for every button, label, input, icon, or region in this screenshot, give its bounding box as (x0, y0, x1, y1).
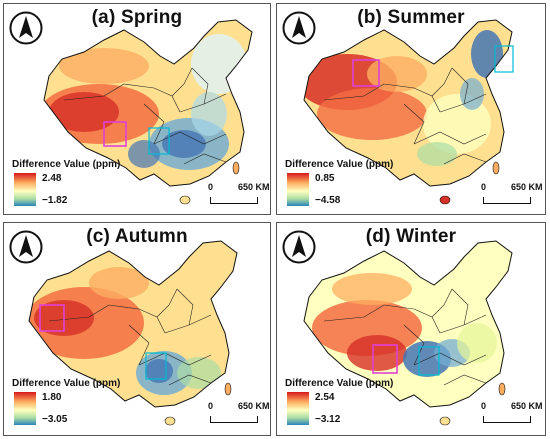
highlight-box (145, 352, 167, 380)
highlight-box (148, 127, 170, 155)
island (179, 195, 191, 205)
scale-end: 650 KM (511, 401, 543, 411)
legend-max: 0.85 (315, 173, 335, 184)
china-map (43, 19, 253, 205)
highlight-box (352, 59, 380, 87)
highlight-box (103, 121, 127, 147)
scale-start: 0 (481, 401, 487, 411)
scale-bar: 0 650 KM (481, 182, 545, 212)
scale-bar: 0 650 KM (481, 401, 545, 431)
color-ramp (14, 392, 36, 425)
legend-min: −1.82 (42, 195, 68, 206)
scale-bar-line (210, 197, 258, 204)
panel-title: (b) Summer (357, 7, 465, 28)
map-panel-autumn: (c) Autumn Difference Value (ppm) 1.80 −… (3, 222, 271, 436)
legend-title: Difference Value (ppm) (12, 378, 121, 389)
map-panel-summer: (b) Summer Difference Value (ppm) 0.85 −… (276, 3, 546, 215)
map-panel-winter: (d) Winter Difference Value (ppm) 2.54 −… (276, 222, 546, 436)
island (439, 416, 451, 426)
legend: Difference Value (ppm) 0.85 −4.58 (285, 159, 393, 207)
island (164, 416, 176, 426)
map-panel-spring: (a) Spring Difference Value (ppm) 2.48 −… (3, 3, 271, 215)
highlight-box (39, 304, 65, 332)
highlight-box (372, 344, 398, 374)
scale-bar-line (483, 197, 531, 204)
province-borders (323, 288, 487, 386)
province-borders (323, 67, 487, 165)
scale-start: 0 (481, 182, 487, 192)
island (224, 382, 232, 396)
legend-max: 2.54 (315, 392, 335, 403)
island (439, 195, 451, 205)
north-arrow-icon (9, 230, 43, 264)
island (232, 161, 240, 175)
panel-title: (c) Autumn (86, 226, 188, 247)
scale-end: 650 KM (238, 401, 270, 411)
legend-min: −3.05 (42, 414, 68, 425)
north-arrow-icon (282, 230, 316, 264)
province-borders (63, 67, 227, 165)
legend-title: Difference Value (ppm) (12, 159, 121, 170)
scale-bar-line (210, 416, 258, 423)
highlight-box (418, 346, 440, 376)
north-arrow-icon (282, 11, 316, 45)
scale-end: 650 KM (511, 182, 543, 192)
legend: Difference Value (ppm) 2.48 −1.82 (12, 159, 120, 207)
scale-bar: 0 650 KM (208, 182, 270, 212)
legend-title: Difference Value (ppm) (285, 378, 394, 389)
scale-bar: 0 650 KM (208, 401, 270, 431)
island (498, 382, 506, 396)
color-ramp (14, 173, 36, 206)
legend: Difference Value (ppm) 2.54 −3.12 (285, 378, 393, 426)
legend-max: 1.80 (42, 392, 62, 403)
china-map (28, 240, 238, 426)
legend-min: −3.12 (315, 414, 341, 425)
scale-end: 650 KM (238, 182, 270, 192)
scale-start: 0 (208, 182, 214, 192)
panel-title: (d) Winter (365, 226, 457, 247)
scale-start: 0 (208, 401, 214, 411)
panel-title: (a) Spring (91, 7, 183, 28)
legend: Difference Value (ppm) 1.80 −3.05 (12, 378, 120, 426)
china-map (303, 240, 513, 426)
scale-bar-line (483, 416, 531, 423)
legend-title: Difference Value (ppm) (285, 159, 394, 170)
legend-max: 2.48 (42, 173, 62, 184)
china-map (303, 19, 514, 205)
island (492, 161, 500, 175)
province-borders (48, 288, 212, 386)
legend-min: −4.58 (315, 195, 341, 206)
color-ramp (287, 392, 309, 425)
highlight-box (494, 45, 514, 73)
north-arrow-icon (9, 11, 43, 45)
color-ramp (287, 173, 309, 206)
